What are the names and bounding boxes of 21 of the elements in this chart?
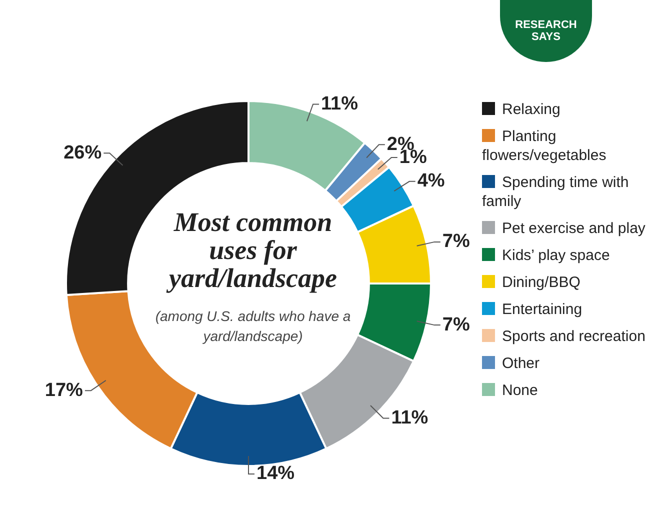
speech-bubble: RESEARCH SAYS [500,0,592,62]
data-label: 4% [417,170,445,192]
legend-label: Pet exercise and play [501,219,646,238]
data-label: 14% [256,463,295,484]
legend-label: Kids’ play space [501,246,611,265]
legend-label: Relaxing [501,100,562,119]
data-label: 7% [442,314,470,336]
legend-label: Entertaining [501,300,584,319]
text: Most common uses for yard/landscape [165,207,338,293]
data-label: 7% [442,231,470,252]
data-label: 11% [391,407,428,428]
legend-label: Other [501,354,541,373]
legend-label: Spending time with family [482,173,630,211]
legend-label: Planting flowers/vegetables [482,127,608,165]
legend-label: None [501,381,539,400]
data-label: 11% [321,93,358,114]
legend-label: Dining/BBQ [501,273,582,292]
text: (among U.S. adults who have a yard/landscape) [154,307,352,346]
data-label: 26% [64,142,102,164]
data-label: 17% [44,380,84,401]
legend-label: Sports and recreation [501,327,646,346]
